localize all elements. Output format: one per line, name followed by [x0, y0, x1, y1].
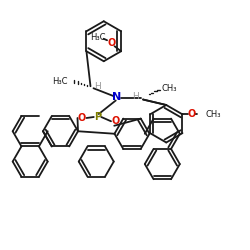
- Text: O: O: [188, 110, 196, 120]
- Text: O: O: [112, 116, 120, 126]
- Text: H: H: [94, 82, 101, 91]
- Text: H: H: [132, 92, 138, 101]
- Text: N: N: [112, 92, 122, 102]
- Text: H₃C: H₃C: [90, 33, 106, 42]
- Text: CH₃: CH₃: [206, 110, 221, 119]
- Text: P: P: [94, 112, 101, 122]
- Text: H₃C: H₃C: [52, 77, 68, 86]
- Text: CH₃: CH₃: [162, 84, 177, 93]
- Text: O: O: [78, 113, 86, 123]
- Text: O: O: [108, 38, 116, 48]
